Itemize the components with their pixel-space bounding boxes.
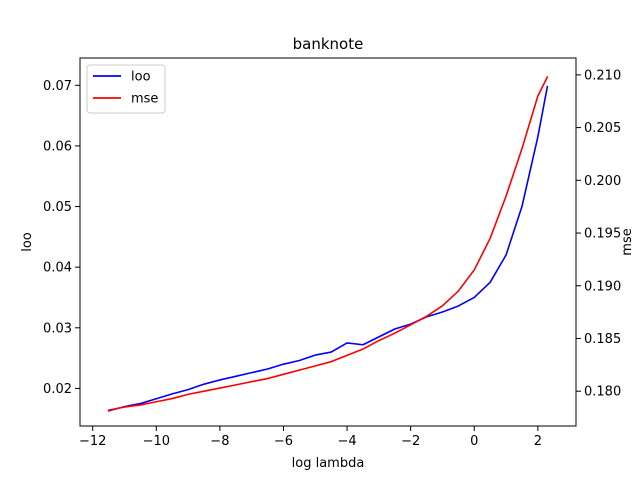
legend-box <box>86 64 166 114</box>
left-y-tick-label: 0.04 <box>43 261 72 276</box>
left-y-tick-label: 0.06 <box>43 139 72 154</box>
x-tick-label: −4 <box>337 434 356 449</box>
right-y-axis-label: mse <box>620 228 635 255</box>
right-y-axis-ticks: 0.180 0.185 0.190 0.195 0.200 0.205 0.210 <box>576 68 621 400</box>
x-tick-label: −12 <box>79 434 106 449</box>
series-line-loo <box>107 85 549 412</box>
right-y-tick-label: 0.210 <box>584 68 621 83</box>
right-y-tick-label: 0.205 <box>584 121 621 136</box>
legend-label-mse: mse <box>131 92 158 107</box>
x-tick-label: −2 <box>401 434 420 449</box>
series-line-mse <box>107 76 549 411</box>
axes-frame <box>79 57 577 427</box>
legend: loo mse <box>86 64 166 114</box>
left-y-axis-label: loo <box>20 232 35 252</box>
right-y-tick-label: 0.180 <box>584 385 621 400</box>
x-tick-label: −8 <box>210 434 229 449</box>
left-y-tick-label: 0.03 <box>43 321 72 336</box>
series-layer <box>107 76 549 412</box>
x-axis-ticks: −12 −10 −8 −6 −4 −2 0 2 <box>79 426 542 449</box>
x-tick-label: −6 <box>274 434 293 449</box>
right-y-tick-label: 0.195 <box>584 227 621 242</box>
right-y-tick-label: 0.185 <box>584 332 621 347</box>
x-tick-label: 2 <box>534 434 542 449</box>
left-y-tick-label: 0.02 <box>43 382 72 397</box>
legend-label-loo: loo <box>131 70 151 85</box>
left-y-tick-label: 0.05 <box>43 200 72 215</box>
left-y-axis-ticks: 0.02 0.03 0.04 0.05 0.06 0.07 <box>43 79 80 397</box>
right-y-tick-label: 0.200 <box>584 174 621 189</box>
x-tick-label: 0 <box>470 434 478 449</box>
right-y-tick-label: 0.190 <box>584 279 621 294</box>
left-y-tick-label: 0.07 <box>43 79 72 94</box>
x-axis-label: log lambda <box>292 456 365 471</box>
x-tick-label: −10 <box>143 434 170 449</box>
chart-title: banknote <box>293 35 364 53</box>
